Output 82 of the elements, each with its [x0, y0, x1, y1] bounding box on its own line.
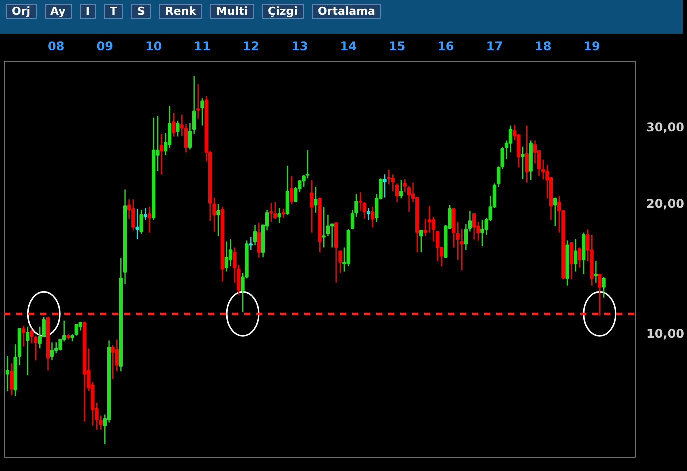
candlestick [50, 342, 54, 361]
candlestick [362, 202, 366, 220]
candlestick [358, 192, 362, 212]
x-tick-label: 12 [242, 40, 260, 54]
text: S [131, 4, 152, 19]
text: Ay [44, 4, 72, 19]
candlestick [395, 183, 400, 203]
candlestick [282, 208, 286, 219]
candlestick [10, 362, 14, 396]
x-tick-label: 13 [292, 40, 308, 54]
candlestick [598, 274, 602, 316]
text: I [80, 4, 96, 19]
text: Renk [159, 4, 202, 19]
candlestick [274, 202, 278, 220]
y-tick-label: 10,00 [646, 327, 684, 342]
candlestick [144, 207, 148, 221]
candlestick [594, 260, 598, 284]
candlestick [521, 146, 525, 180]
text: T [104, 4, 124, 19]
x-tick-label: 09 [96, 40, 114, 54]
candlestick [216, 204, 220, 237]
candlestick [420, 230, 424, 254]
candlestick [570, 242, 574, 280]
x-tick-label: 14 [340, 40, 357, 54]
candlestick [366, 207, 371, 221]
candlestick [554, 197, 558, 227]
text: Çizgi [262, 4, 304, 19]
candlestick [270, 202, 274, 223]
candlestick [253, 224, 258, 246]
x-tick-label: 16 [438, 40, 454, 54]
candlestick [22, 325, 26, 348]
candlestick [148, 206, 152, 234]
x-tick-label: 11 [194, 40, 211, 54]
candlestick [383, 174, 387, 198]
candlestick [172, 112, 176, 138]
x-tick-label: 08 [48, 40, 65, 54]
text: Ortalama [312, 4, 382, 19]
candlestick [136, 208, 140, 240]
candlestick [370, 206, 375, 228]
candlestick [196, 84, 200, 120]
candlestick [228, 238, 233, 268]
candlestick [200, 98, 204, 126]
candlestick [314, 186, 318, 214]
candlestick [400, 180, 404, 200]
candlestick [480, 219, 484, 248]
candlestick [602, 276, 606, 298]
x-tick-label: 17 [486, 40, 504, 54]
candlestick [74, 324, 78, 336]
y-tick-label: 20,00 [646, 196, 684, 211]
candlestick [115, 339, 119, 372]
candlestick [26, 326, 30, 376]
candlestick [574, 238, 578, 272]
candlestick [184, 123, 188, 154]
x-tick-label: 15 [388, 40, 406, 54]
candlestick [310, 180, 314, 234]
text: Orj [6, 4, 37, 19]
candlestick [176, 120, 180, 138]
candlestick [472, 213, 476, 240]
candlestick [290, 176, 294, 205]
candlestick [407, 186, 412, 213]
x-tick-label: 18 [535, 40, 552, 54]
candlestick [30, 328, 34, 344]
text: Multi [210, 4, 254, 19]
candlestick [224, 241, 228, 272]
candlestick [140, 209, 144, 234]
candlestick [578, 247, 582, 268]
candlestick [542, 159, 546, 180]
y-tick-label: 30,00 [646, 120, 684, 135]
x-tick-label: 10 [145, 40, 162, 54]
candlestick [286, 165, 290, 216]
candlestick [278, 207, 282, 224]
x-tick-label: 19 [584, 40, 600, 54]
candlestick [6, 356, 10, 392]
candlestick [322, 206, 326, 248]
candlestick [132, 198, 136, 232]
candlestick [525, 125, 529, 184]
candlestick [428, 206, 432, 234]
candlestick [257, 222, 261, 259]
candlestick [249, 236, 253, 251]
candlestick [391, 174, 395, 192]
candlestick [160, 133, 164, 176]
candlestick [306, 150, 310, 180]
